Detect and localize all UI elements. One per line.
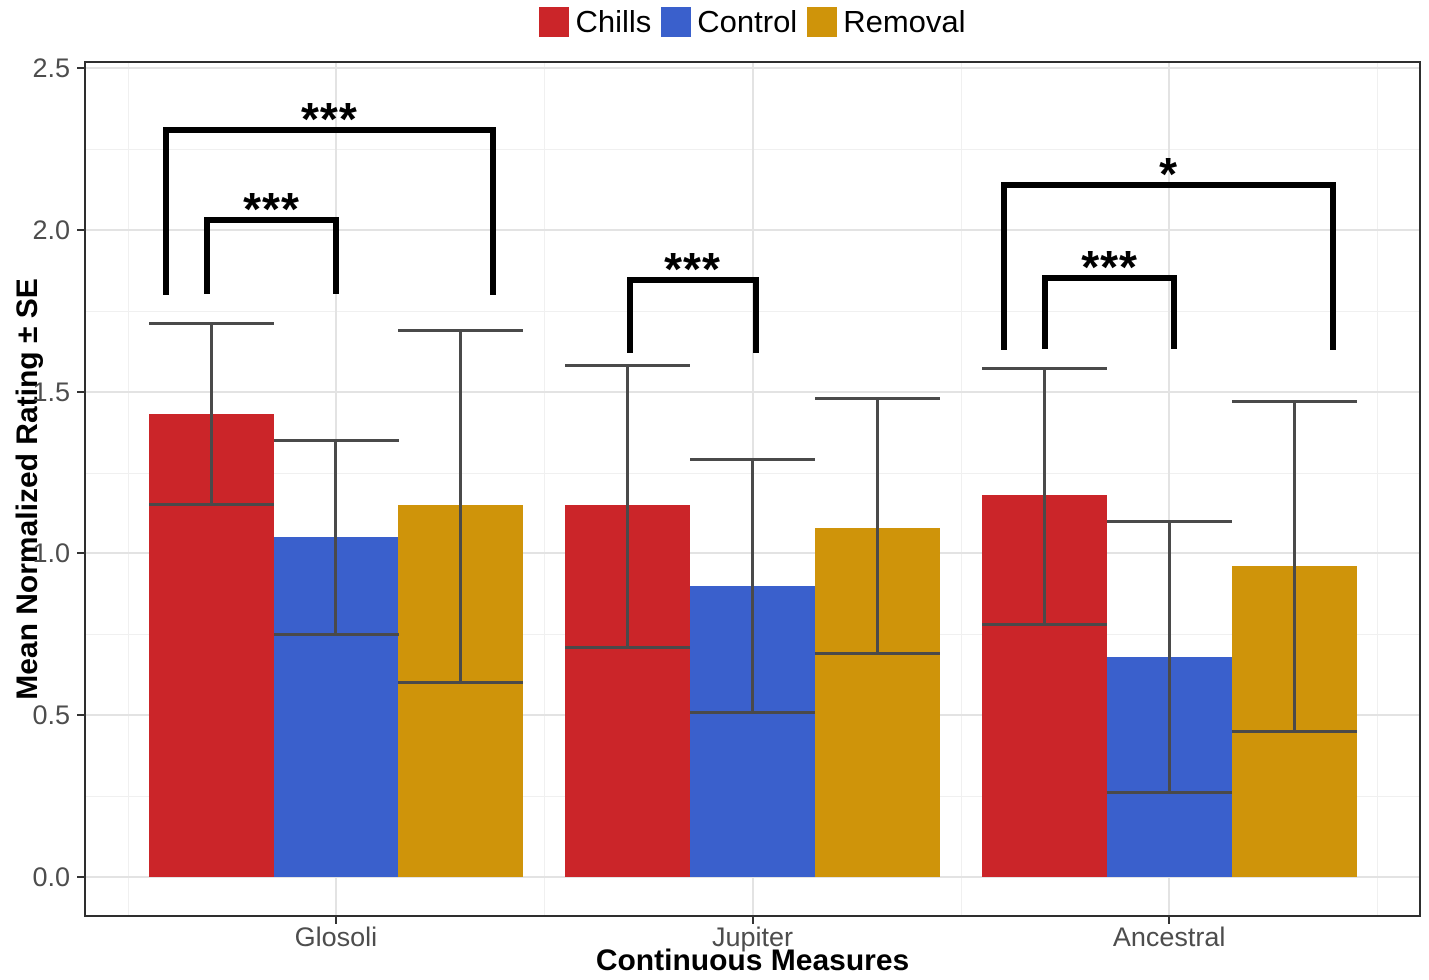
sig-label-ancestral-chills-control: *** (1081, 241, 1138, 294)
legend-item-chills: Chills (539, 4, 651, 40)
error-cap-upper-chills-glosoli (148, 322, 274, 326)
y-axis-title: Mean Normalized Rating ± SE (11, 278, 44, 700)
minor-gridline-v (960, 63, 962, 915)
error-cap-lower-removal-jupiter (815, 652, 940, 656)
sig-label-ancestral-chills-removal: * (1159, 147, 1179, 200)
sig-label-jupiter-chills-control: *** (664, 243, 721, 295)
x-axis-tick (1168, 915, 1171, 924)
error-cap-upper-removal-jupiter (815, 396, 940, 400)
legend: Chills Control Removal (86, 4, 1419, 40)
x-axis-title: Continuous Measures (595, 944, 910, 977)
minor-gridline-v (127, 63, 129, 915)
error-cap-upper-control-glosoli (273, 438, 399, 442)
error-cap-upper-control-ancestral (1106, 519, 1232, 523)
error-stem-control-jupiter (751, 459, 754, 712)
removal-swatch-icon (807, 7, 838, 37)
error-stem-removal-glosoli (459, 330, 463, 683)
y-tick-label: 0.0 (32, 862, 70, 892)
sig-label-glosoli-chills-control: *** (243, 183, 300, 236)
control-swatch-icon (661, 7, 692, 37)
error-stem-control-glosoli (334, 440, 338, 635)
error-cap-upper-removal-glosoli (398, 328, 524, 332)
error-cap-lower-chills-ancestral (981, 623, 1107, 627)
x-tick-label-glosoli: Glosoli (294, 922, 378, 952)
sig-bracket-glosoli-chills-removal (163, 126, 496, 295)
error-stem-chills-jupiter (626, 365, 629, 648)
sig-bracket-ancestral-chills-control (1042, 275, 1178, 350)
y-axis-tick (77, 228, 86, 231)
error-cap-lower-removal-ancestral (1231, 729, 1357, 733)
error-cap-lower-control-glosoli (273, 632, 399, 636)
sig-bracket-glosoli-chills-control (204, 217, 339, 295)
y-axis-tick (77, 67, 86, 69)
y-tick-label: 2.5 (32, 53, 70, 83)
error-cap-upper-chills-jupiter (565, 364, 690, 368)
error-cap-lower-removal-glosoli (398, 681, 524, 685)
error-cap-lower-chills-jupiter (565, 645, 690, 649)
sig-bracket-ancestral-chills-removal (1001, 181, 1336, 350)
error-cap-upper-control-jupiter (690, 458, 815, 462)
x-axis-tick (751, 915, 754, 924)
minor-gridline-v (544, 63, 546, 915)
error-stem-chills-glosoli (209, 323, 213, 505)
y-axis-tick (77, 714, 86, 717)
legend-label-chills: Chills (575, 4, 652, 39)
y-tick-label: 1.0 (32, 538, 70, 569)
legend-label-removal: Removal (843, 4, 966, 39)
y-tick-label: 2.0 (32, 214, 70, 245)
chills-swatch-icon (539, 7, 570, 37)
error-cap-lower-control-ancestral (1106, 791, 1232, 795)
sig-label-glosoli-chills-removal: *** (301, 92, 358, 145)
error-stem-chills-ancestral (1042, 368, 1046, 625)
minor-gridline-v (1377, 63, 1379, 915)
x-axis-tick (334, 915, 337, 924)
error-stem-removal-jupiter (876, 398, 879, 654)
error-cap-upper-removal-ancestral (1231, 399, 1357, 403)
error-stem-control-ancestral (1167, 521, 1171, 793)
error-cap-lower-control-jupiter (690, 710, 815, 714)
y-axis-tick (77, 390, 86, 393)
error-cap-lower-chills-glosoli (148, 503, 274, 507)
y-axis-tick (77, 876, 86, 878)
error-stem-removal-ancestral (1292, 401, 1296, 732)
x-tick-label-jupiter: Jupiter (711, 922, 794, 952)
legend-item-control: Control (661, 4, 797, 40)
legend-label-control: Control (697, 4, 798, 39)
y-axis-tick (77, 552, 86, 555)
y-tick-label: 0.5 (32, 700, 70, 731)
y-tick-label: 1.5 (32, 376, 70, 407)
sig-bracket-jupiter-chills-control (626, 277, 759, 353)
legend-item-removal: Removal (807, 4, 966, 40)
error-cap-upper-chills-ancestral (981, 367, 1107, 371)
major-gridline-v (1168, 63, 1171, 915)
x-tick-label-ancestral: Ancestral (1112, 922, 1226, 952)
